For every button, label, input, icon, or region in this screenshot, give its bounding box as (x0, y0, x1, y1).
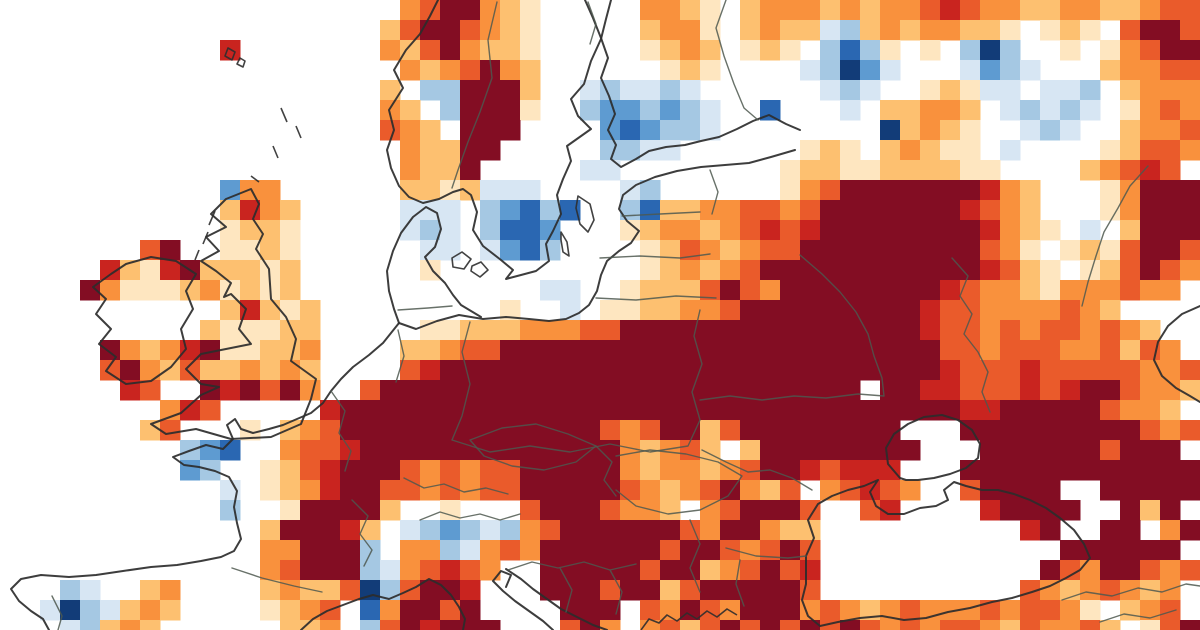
coastline-baltic-south (386, 149, 796, 330)
border-romania-bulgaria-serbia (507, 449, 813, 615)
coastline-caspian (1153, 305, 1200, 403)
border-alpine (351, 477, 521, 567)
coastline-black-sea (801, 479, 1091, 627)
border-finland-russia (715, 0, 759, 121)
border-layer (51, 0, 1200, 630)
heatmap-cells (40, 0, 1200, 630)
border-germany-west (330, 329, 405, 472)
border-belarus-ukraine-russia (699, 254, 991, 413)
coastline-layer (10, 0, 1200, 630)
border-caucasus (1061, 583, 1200, 623)
coastline-danish-islands (451, 251, 489, 278)
coastline-great-britain (150, 188, 317, 440)
border-russia-kazakhstan (1081, 165, 1149, 307)
border-sweden-finland (587, 1, 597, 45)
border-france-spain-portugal (51, 567, 323, 630)
coastline-gotland-oland (560, 195, 595, 257)
coastline-finland (584, 0, 801, 168)
coastline-faroes (224, 47, 246, 68)
border-hungary-slovakia (595, 445, 743, 515)
border-baltic-states (595, 169, 719, 301)
coastline-ireland (92, 256, 197, 385)
coastline-greece (640, 608, 738, 630)
coastline-adriatic (492, 568, 608, 630)
coastline-mediterranean-france-italy (300, 578, 466, 630)
coastline-western-europe (10, 322, 400, 630)
border-poland (451, 309, 703, 453)
coastline-scandinavia (386, 0, 612, 280)
border-czechia (469, 423, 597, 471)
coastline-sea-of-azov (885, 414, 981, 481)
coastline-scottish-isles (194, 107, 302, 261)
border-denmark-germany (397, 305, 453, 311)
border-norway-sweden (451, 1, 498, 189)
